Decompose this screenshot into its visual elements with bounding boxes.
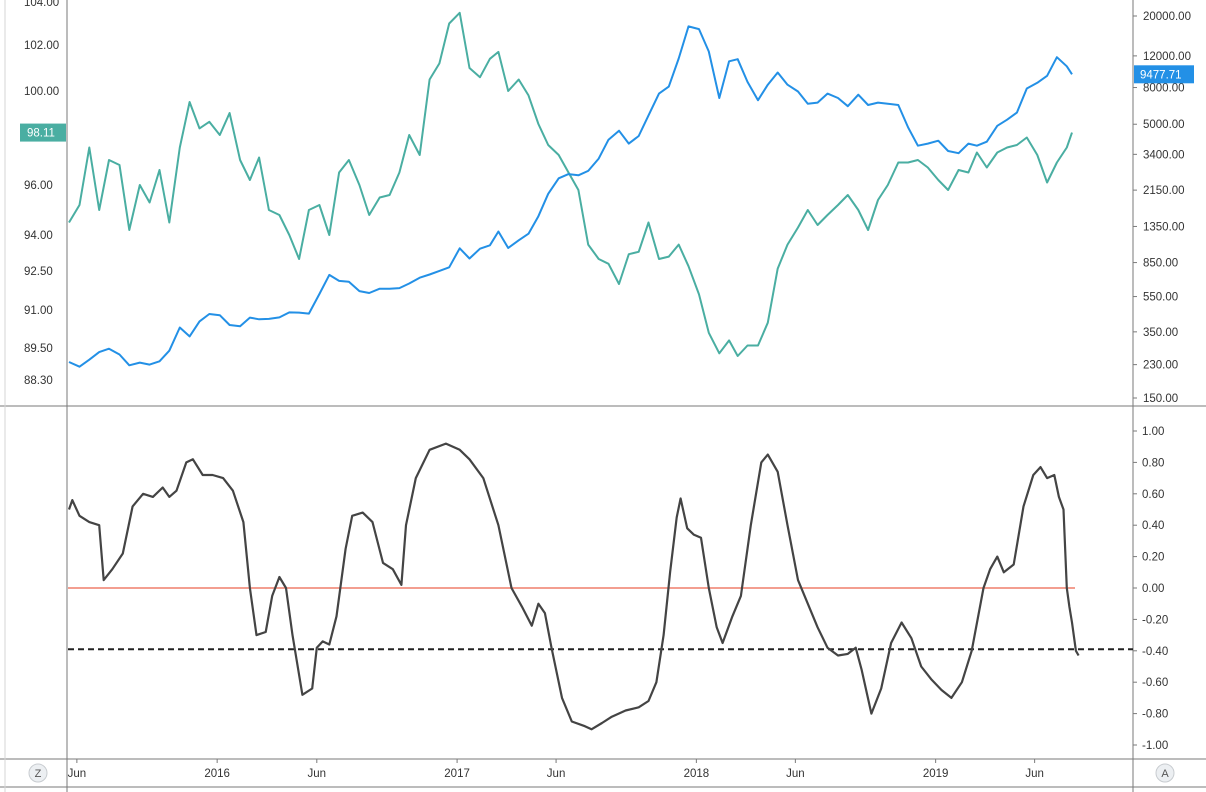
left-axis-tick-label: 102.00 [24,40,59,52]
indicator-axis-tick-label: 0.60 [1142,489,1164,501]
time-axis-tick-label: Jun [786,768,805,780]
right-axis-tick-label: 3400.00 [1143,149,1185,161]
left-axis-tick-label: 94.00 [24,230,53,242]
footer-right-button-bg [1155,763,1175,783]
time-axis-tick-label: 2017 [444,768,470,780]
indicator-axis-tick-label: -0.60 [1142,677,1168,689]
right-axis-tick-label: 230.00 [1143,360,1178,372]
left-axis-tick-label: 88.30 [24,375,53,387]
right-last-value-label: 9477.71 [1140,69,1182,81]
left-last-value-label: 98.11 [27,128,55,140]
right-last-value-tag [1134,65,1194,84]
time-axis-tick-label: Jun [308,768,327,780]
footer-right-button-label: A [1161,768,1169,780]
footer-left-button[interactable]: Z [28,763,48,783]
right-axis-tick-label: 8000.00 [1143,83,1185,95]
right-axis-tick-label: 12000.00 [1143,51,1191,63]
indicator-axis-tick-label: 0.20 [1142,552,1164,564]
indicator-axis-tick-label: -0.40 [1142,646,1168,658]
footer-left-button-bg [28,763,48,783]
indicator-axis-tick-label: 0.80 [1142,457,1164,469]
footer-right-button[interactable]: A [1155,763,1175,783]
correlation-series-line [67,442,1080,731]
last-value-tags: 98.11 9477.71 [20,65,1194,142]
left-axis-tick-label: 91.00 [24,305,53,317]
left-axis-series-line [68,11,1073,357]
left-axis-tick-label: 92.50 [24,266,53,278]
axis-ticks: 88.3089.5091.0092.5094.0096.0098.00100.0… [24,0,1191,780]
time-axis-tick-label: Jun [68,768,87,780]
reference-lines [68,587,1133,651]
time-axis-tick-label: 2016 [204,768,230,780]
left-axis-tick-label: 104.00 [24,0,59,9]
right-axis-tick-label: 5000.00 [1143,119,1185,131]
right-axis-tick-label: 20000.00 [1143,11,1191,23]
series-lines [67,11,1080,731]
left-axis-tick-label: 100.00 [24,86,59,98]
indicator-axis-tick-label: 1.00 [1142,426,1164,438]
time-axis-tick-label: 2018 [684,768,710,780]
time-axis-tick-label: Jun [547,768,566,780]
right-axis-series-line [68,25,1073,368]
right-axis-tick-label: 550.00 [1143,292,1178,304]
indicator-axis-tick-label: -0.20 [1142,614,1168,626]
footer-left-button-label: Z [35,768,42,780]
right-axis-tick-label: 150.00 [1143,393,1178,405]
left-axis-tick-label: 89.50 [24,343,53,355]
right-axis-tick-label: 850.00 [1143,258,1178,270]
left-last-value-tag [20,123,66,142]
indicator-axis-tick-label: 0.40 [1142,520,1164,532]
right-axis-tick-label: 350.00 [1143,327,1178,339]
indicator-axis-tick-label: -1.00 [1142,740,1168,752]
right-axis-tick-label: 1350.00 [1143,221,1185,233]
time-axis-tick-label: Jun [1025,768,1044,780]
indicator-axis-tick-label: 0.00 [1142,583,1164,595]
left-axis-tick-label: 96.00 [24,180,53,192]
time-axis-tick-label: 2019 [923,768,949,780]
right-axis-tick-label: 2150.00 [1143,185,1185,197]
indicator-axis-tick-label: -0.80 [1142,709,1168,721]
